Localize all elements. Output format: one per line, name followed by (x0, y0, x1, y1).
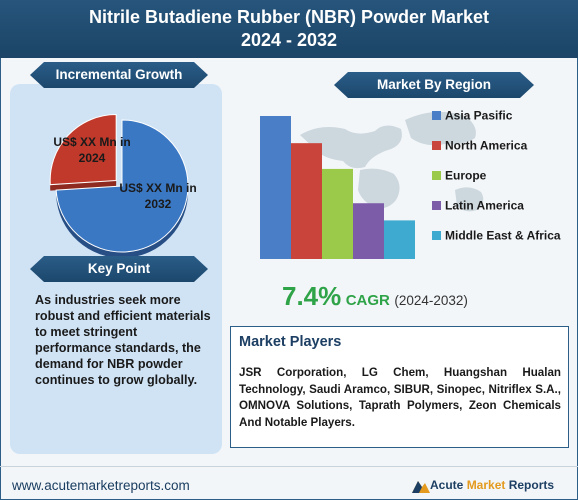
page-title: Nitrile Butadiene Rubber (NBR) Powder Ma… (88, 7, 490, 27)
legend-swatch (432, 171, 441, 180)
cagr-period: (2024-2032) (394, 293, 468, 308)
market-players-text: JSR Corporation, LG Chem, Huangshan Hual… (239, 366, 561, 429)
bar-middle-east-africa (384, 220, 415, 259)
bar-north-america (291, 143, 322, 259)
market-players-box: Market Players JSR Corporation, LG Chem,… (230, 326, 569, 448)
pie-slice-2024 (49, 114, 117, 186)
market-by-region-ribbon: Market By Region (334, 72, 534, 98)
logo-word-acute: Acute (430, 478, 464, 492)
pie-label-2024: US$ XX Mn in 2024 (53, 135, 130, 165)
legend-swatch (432, 201, 441, 210)
logo-word-market: Market (466, 478, 506, 492)
incremental-growth-ribbon: Incremental Growth (30, 62, 208, 88)
key-point-ribbon: Key Point (30, 256, 208, 282)
cagr-label: CAGR (345, 292, 390, 309)
pie-slice-2032 (55, 119, 189, 253)
legend-swatch (432, 231, 441, 240)
cagr-display: 7.4% CAGR (2024-2032) (282, 281, 468, 312)
key-point-text: As industries seek more robust and effic… (35, 293, 211, 387)
bar-europe (322, 168, 353, 259)
legend-swatch (432, 111, 441, 120)
legend-swatch (432, 141, 441, 150)
market-players-title: Market Players (239, 334, 342, 350)
bar-asia-pasific (260, 116, 291, 259)
legend-label: Middle East & Africa (445, 229, 561, 243)
legend-label: Asia Pasific (445, 109, 513, 123)
footer-url[interactable]: www.acutemarketreports.com (12, 478, 190, 493)
cagr-value: 7.4% (282, 281, 342, 311)
legend-label: Latin America (445, 199, 524, 213)
legend-label: North America (445, 139, 528, 153)
company-logo: Acute Market Reports (430, 478, 554, 492)
footer-divider (0, 466, 578, 467)
company-logo-icon (412, 481, 430, 493)
logo-word-reports: Reports (508, 478, 555, 492)
page-subtitle: 2024 - 2032 (240, 30, 338, 50)
page-header: Nitrile Butadiene Rubber (NBR) Powder Ma… (0, 0, 578, 58)
bar-latin-america (353, 203, 384, 259)
pie-label-2032: US$ XX Mn in 2032 (119, 181, 196, 211)
legend-label: Europe (445, 169, 487, 183)
